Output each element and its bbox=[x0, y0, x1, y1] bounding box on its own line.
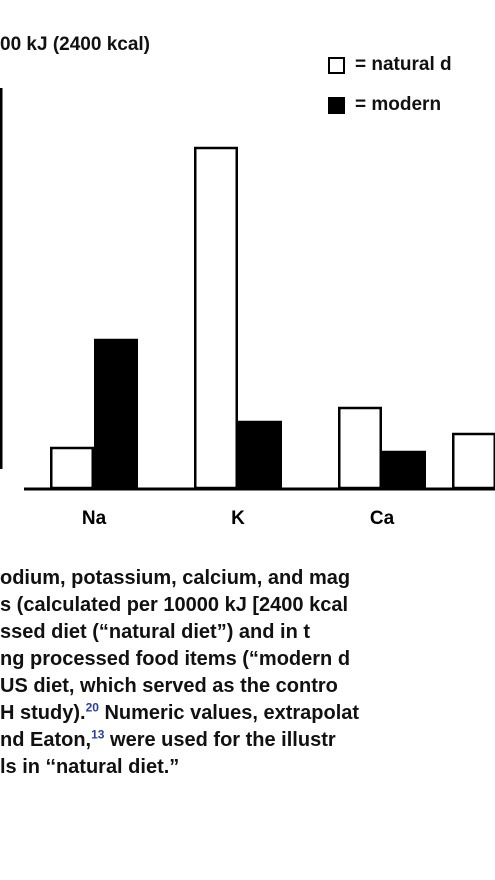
legend-label-modern: = modern bbox=[355, 94, 442, 115]
legend-label-natural: = natural d bbox=[355, 54, 452, 75]
x-tick-label: Ca bbox=[370, 508, 395, 529]
caption-line: US diet, which served as the contro bbox=[0, 675, 338, 697]
legend-item-natural: = natural d bbox=[328, 54, 452, 76]
bar-na-modern bbox=[94, 338, 138, 490]
bar-chart: Na K Ca bbox=[0, 88, 495, 529]
reference-link[interactable]: 13 bbox=[91, 727, 105, 742]
x-tick-label: Na bbox=[82, 508, 107, 529]
legend-swatch-white bbox=[328, 56, 345, 74]
caption-line: s (calculated per 10000 kJ [2400 kcal bbox=[0, 594, 349, 616]
caption-line: odium, potassium, calcium, and mag bbox=[0, 567, 351, 589]
legend-item-modern: = modern bbox=[328, 94, 441, 116]
bar-partial-natural bbox=[452, 432, 495, 490]
bar-k-modern bbox=[238, 420, 282, 490]
caption-line: ssed diet (“natural diet”) and in t bbox=[0, 621, 311, 643]
caption-line: H study).20 Numeric values, extrapolat bbox=[0, 700, 360, 724]
caption-line: ls in ‘‘natural diet.” bbox=[0, 756, 180, 778]
bar-na-natural bbox=[50, 446, 94, 490]
bar-ca-natural bbox=[338, 406, 382, 490]
legend-swatch-black bbox=[328, 96, 345, 114]
bar-ca-modern bbox=[382, 450, 426, 490]
chart-title: 00 kJ (2400 kcal) bbox=[0, 34, 151, 55]
figure-caption: odium, potassium, calcium, and mag s (ca… bbox=[0, 565, 495, 781]
caption-line: nd Eaton,13 were used for the illustr bbox=[0, 727, 336, 751]
x-tick-label: K bbox=[231, 508, 245, 529]
bar-k-natural bbox=[194, 146, 238, 490]
reference-link[interactable]: 20 bbox=[85, 700, 99, 715]
caption-line: ng processed food items (“modern d bbox=[0, 648, 351, 670]
